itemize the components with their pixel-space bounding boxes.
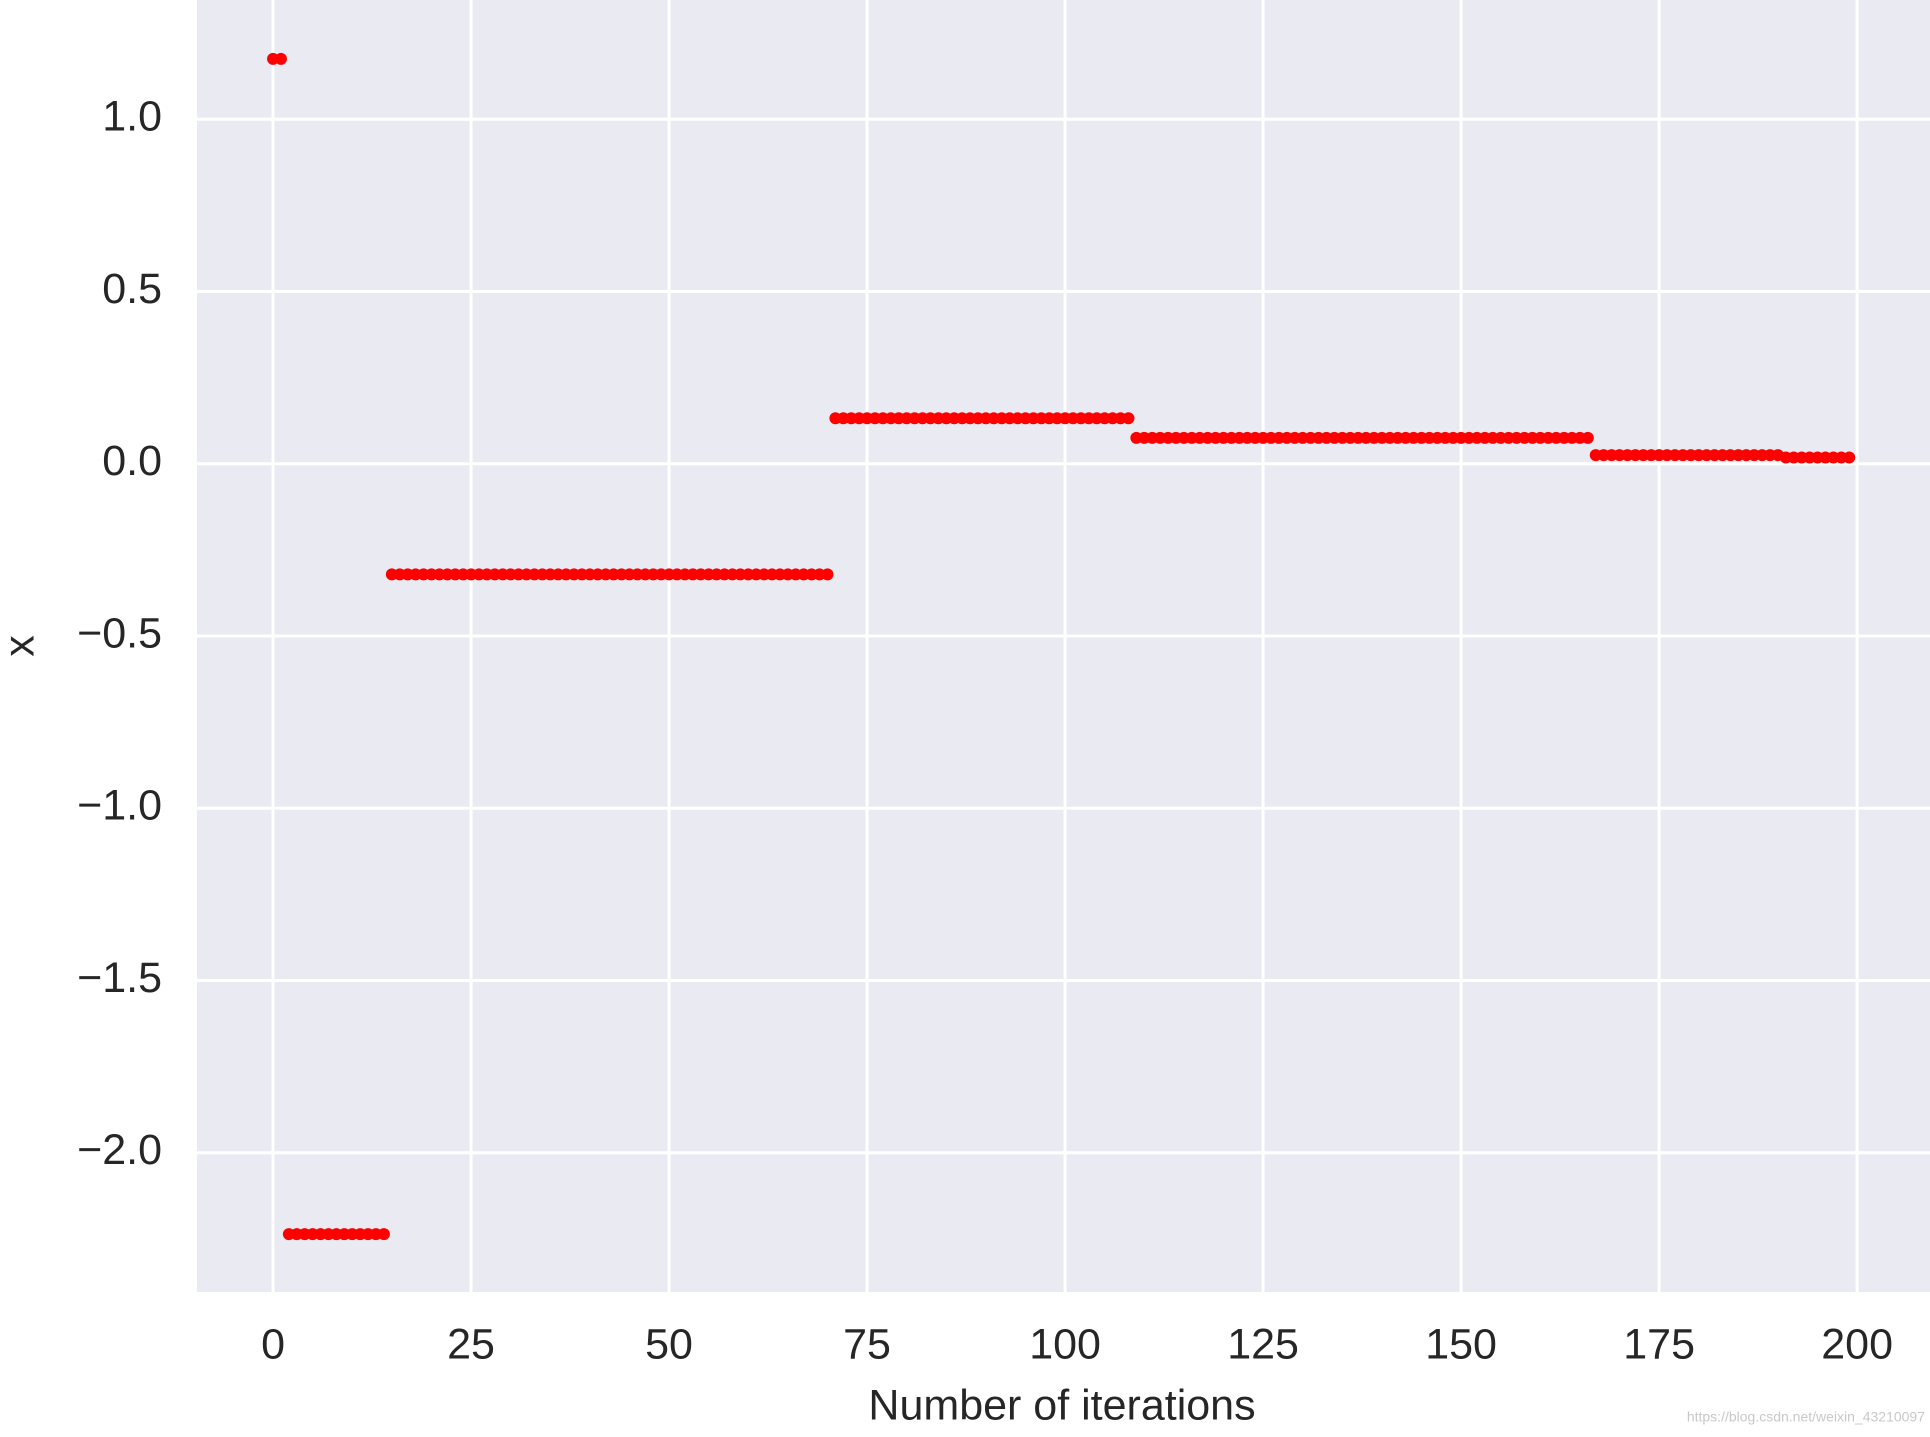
x-tick-label: 25 (447, 1320, 495, 1368)
x-tick-label: 0 (261, 1320, 285, 1368)
y-tick-label: 0.0 (102, 437, 162, 485)
x-tick-label: 50 (645, 1320, 693, 1368)
x-tick-label: 150 (1425, 1320, 1497, 1368)
y-tick-label: 0.5 (102, 265, 162, 313)
x-tick-label: 125 (1227, 1320, 1299, 1368)
y-tick-label: −2.0 (77, 1126, 162, 1174)
point (377, 1228, 390, 1241)
point (1843, 451, 1856, 464)
y-tick-label: −1.0 (77, 782, 162, 830)
x-tick-label: 100 (1029, 1320, 1101, 1368)
point (274, 52, 287, 65)
point (1122, 412, 1135, 425)
y-tick-label: 1.0 (102, 93, 162, 141)
point (1581, 431, 1594, 444)
x-axis-label: Number of iterations (868, 1381, 1255, 1429)
x-tick-label: 200 (1821, 1320, 1893, 1368)
y-axis-label: x (0, 635, 43, 657)
plot-area (197, 0, 1930, 1292)
x-tick-label: 75 (843, 1320, 891, 1368)
point (821, 568, 834, 581)
watermark: https://blog.csdn.net/weixin_43210097 (1687, 1409, 1925, 1425)
y-tick-label: −1.5 (77, 954, 162, 1002)
x-tick-label: 175 (1623, 1320, 1695, 1368)
y-tick-label: −0.5 (77, 609, 162, 657)
